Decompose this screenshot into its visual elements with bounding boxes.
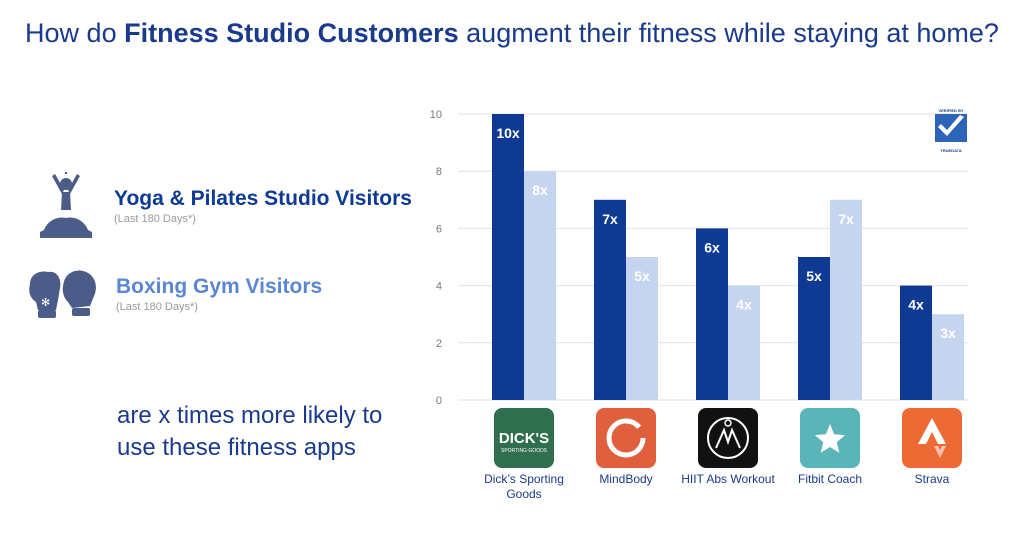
x-category-label: MindBody	[599, 472, 653, 486]
bar-data-label: 5x	[806, 268, 822, 284]
bar	[728, 285, 760, 400]
bar	[830, 199, 862, 400]
x-category-label: HIIT Abs Workout	[681, 472, 775, 486]
strava-icon	[902, 408, 962, 468]
app-icon-wordmark: DICK'S	[499, 430, 549, 447]
legend-label: Yoga & Pilates Studio Visitors	[114, 187, 412, 210]
x-category-label: Fitbit Coach	[797, 472, 863, 486]
legend-label: Boxing Gym Visitors	[116, 275, 323, 298]
bar	[594, 199, 626, 400]
bar-data-label: 4x	[736, 297, 752, 313]
bar	[900, 285, 932, 400]
boxing-gloves-icon: ✻	[29, 270, 96, 318]
hiit-abs-workout-icon	[698, 408, 758, 468]
y-tick-label: 8	[436, 166, 442, 178]
bar	[932, 314, 964, 400]
y-tick-label: 2	[436, 338, 442, 350]
y-tick-label: 4	[436, 281, 442, 293]
bar-data-label: 4x	[908, 297, 924, 313]
legend-item-boxing: ✻ Boxing Gym Visitors (Last 180 Days*)	[24, 266, 322, 322]
bar-data-label: 7x	[602, 211, 618, 227]
legend-item-yoga: Yoga & Pilates Studio Visitors (Last 180…	[36, 170, 412, 242]
bar	[798, 257, 830, 400]
bar	[524, 171, 556, 400]
badge-top-label: VERIFIED BY	[938, 108, 964, 113]
bar	[492, 114, 524, 400]
verified-badge: VERIFIED BY TRUEDATA	[934, 108, 968, 153]
badge-bottom-label: TRUEDATA	[940, 148, 962, 153]
fitbit-coach-icon	[800, 408, 860, 468]
x-category-label: Strava	[914, 472, 950, 486]
app-icon-wordmark-sub: SPORTING GOODS	[501, 448, 548, 454]
bar-data-label: 7x	[838, 211, 854, 227]
bar-data-label: 3x	[940, 325, 956, 341]
checkmark-icon	[935, 114, 967, 142]
legend-sublabel: (Last 180 Days*)	[116, 301, 198, 313]
legend-sublabel: (Last 180 Days*)	[114, 213, 196, 225]
page-title: How do Fitness Studio Customers augment …	[25, 18, 999, 48]
x-category-label: Dick’s Sporting Goods	[484, 472, 564, 501]
mindbody-icon	[596, 408, 656, 468]
bar	[696, 228, 728, 400]
tagline: are x times more likely to use these fit…	[117, 402, 383, 461]
svg-text:✻: ✻	[41, 297, 50, 309]
y-tick-label: 0	[436, 395, 442, 407]
bar-data-label: 10x	[496, 125, 520, 141]
bar-data-label: 5x	[634, 268, 650, 284]
yoga-pose-icon	[40, 172, 92, 238]
y-tick-label: 6	[436, 223, 442, 235]
bar	[626, 257, 658, 400]
bar-data-label: 6x	[704, 239, 720, 255]
bar-data-label: 8x	[532, 182, 548, 198]
y-tick-label: 10	[430, 109, 442, 121]
